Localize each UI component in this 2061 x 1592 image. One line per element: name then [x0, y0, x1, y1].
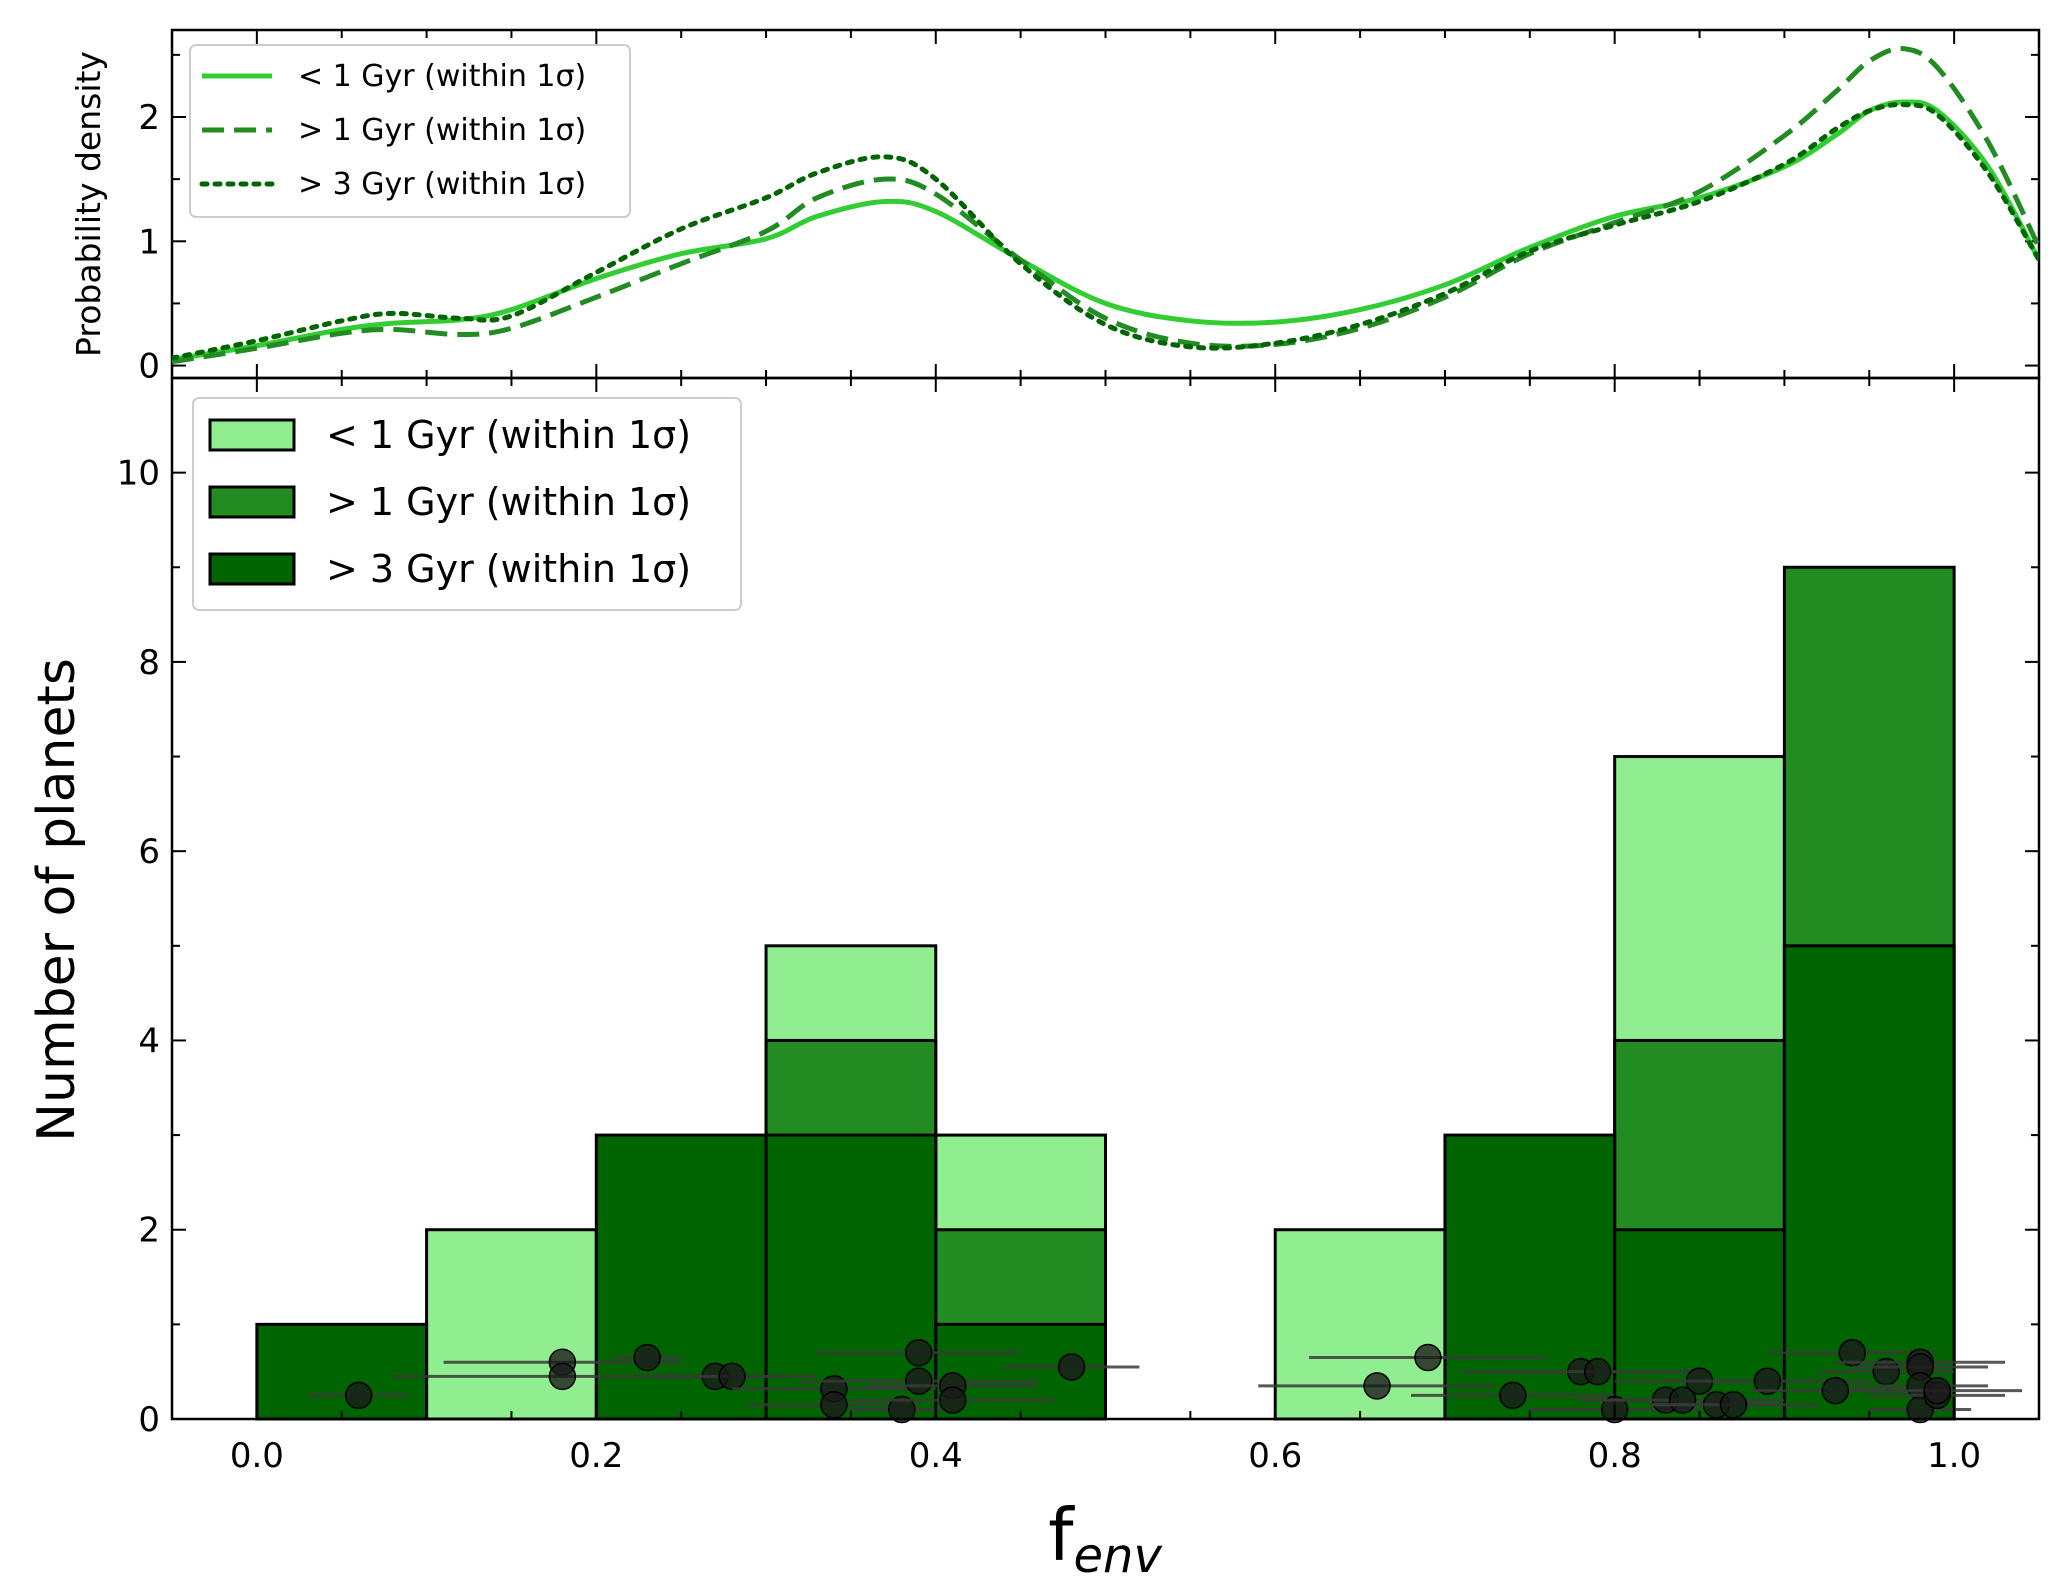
kde-ticks: 0 1 2: [138, 30, 2039, 387]
histogram-y-tick-label: 0: [138, 1400, 160, 1440]
kde-lines: [172, 46, 2039, 365]
histogram-legend-swatch-1: [208, 485, 296, 519]
histogram-legend-box: [192, 397, 742, 611]
planet-point-15: [1414, 1343, 1442, 1372]
kde-line-1: [172, 46, 2039, 365]
x-axis-title-main: f: [1048, 1493, 1075, 1577]
planet-point-5: [718, 1362, 746, 1391]
kde-y-axis-title: Probability density: [69, 51, 108, 357]
x-axis-title-subscript: env: [1074, 1528, 1163, 1584]
histogram-x-tick-label: 0.4: [909, 1436, 963, 1476]
histogram-x-tick-label: 1.0: [1927, 1436, 1981, 1476]
histogram-x-tick-label: 0.6: [1248, 1436, 1302, 1476]
histogram-bars: [255, 565, 1956, 1421]
histogram-y-tick-label: 2: [138, 1211, 160, 1251]
planet-point-26: [1821, 1376, 1850, 1405]
planet-point-8: [888, 1395, 916, 1424]
kde-legend-label-2: > 3 Gyr (within 1σ): [298, 167, 586, 202]
histogram-legend-swatch-0: [208, 418, 296, 452]
kde-legend-label-0: < 1 Gyr (within 1σ): [298, 59, 586, 94]
bar-series2-bin0: [255, 1322, 429, 1421]
histogram-legend-label-1: > 1 Gyr (within 1σ): [326, 480, 691, 524]
kde-legend-box: [189, 44, 631, 218]
planet-point-0: [344, 1381, 373, 1410]
planet-point-21: [1668, 1386, 1697, 1414]
histogram-y-tick-label: 10: [117, 454, 160, 494]
histogram-x-tick-label: 0.0: [230, 1436, 284, 1476]
kde-line-0: [172, 99, 2039, 362]
histogram-y-tick-label: 6: [138, 832, 160, 872]
bar-series0-bin1: [425, 1228, 598, 1421]
kde-panel: 0 1 2 Probability density < 1 Gyr (within …: [69, 28, 2041, 387]
kde-legend-label-1: > 1 Gyr (within 1σ): [298, 113, 586, 148]
histogram-legend-label-2: > 3 Gyr (within 1σ): [326, 547, 691, 591]
planet-point-18: [1583, 1357, 1612, 1386]
planet-point-9: [905, 1339, 933, 1367]
histogram-ticks: 0.0 0.2 0.4 0.6 0.8 1.0 0 2 4 6 8 10: [117, 377, 2039, 1476]
planet-point-25: [1753, 1367, 1782, 1395]
planet-point-34: [1923, 1376, 1951, 1405]
histogram-x-tick-label: 0.2: [569, 1436, 623, 1476]
bar-series2-bin3: [764, 1133, 938, 1421]
histogram-legend-label-0: < 1 Gyr (within 1σ): [326, 413, 691, 457]
histogram-x-axis-title: fenv: [1048, 1493, 1162, 1584]
histogram-legend-swatch-2: [208, 552, 296, 586]
histogram-y-tick-label: 8: [138, 643, 160, 683]
histogram-y-tick-label: 4: [138, 1021, 160, 1061]
planet-point-16: [1499, 1381, 1527, 1410]
histogram-legend: < 1 Gyr (within 1σ) > 1 Gyr (within 1σ) > …: [192, 397, 742, 611]
histogram-panel: 0.0 0.2 0.4 0.6 0.8 1.0 0 2 4 6 8 10 Number of plan…: [27, 376, 2041, 1584]
kde-line-2: [172, 101, 2039, 361]
planet-point-7: [820, 1391, 848, 1419]
planet-point-14: [1363, 1372, 1391, 1400]
histogram-x-tick-label: 0.8: [1588, 1436, 1642, 1476]
kde-legend: < 1 Gyr (within 1σ) > 1 Gyr (within 1σ) > …: [189, 44, 631, 218]
bar-series0-bin6: [1273, 1228, 1447, 1421]
kde-y-tick-label: 0: [138, 347, 160, 387]
bar-series2-bin9: [1782, 944, 1956, 1421]
kde-y-tick-label: 2: [138, 98, 160, 138]
histogram-y-axis-title: Number of planets: [27, 658, 87, 1142]
planet-point-24: [1719, 1391, 1748, 1419]
planet-point-2: [548, 1362, 577, 1391]
planet-point-12: [938, 1386, 967, 1414]
planet-point-3: [633, 1343, 661, 1372]
kde-y-tick-label: 1: [138, 222, 160, 262]
planet-point-10: [905, 1367, 933, 1395]
planet-point-13: [1057, 1353, 1086, 1381]
